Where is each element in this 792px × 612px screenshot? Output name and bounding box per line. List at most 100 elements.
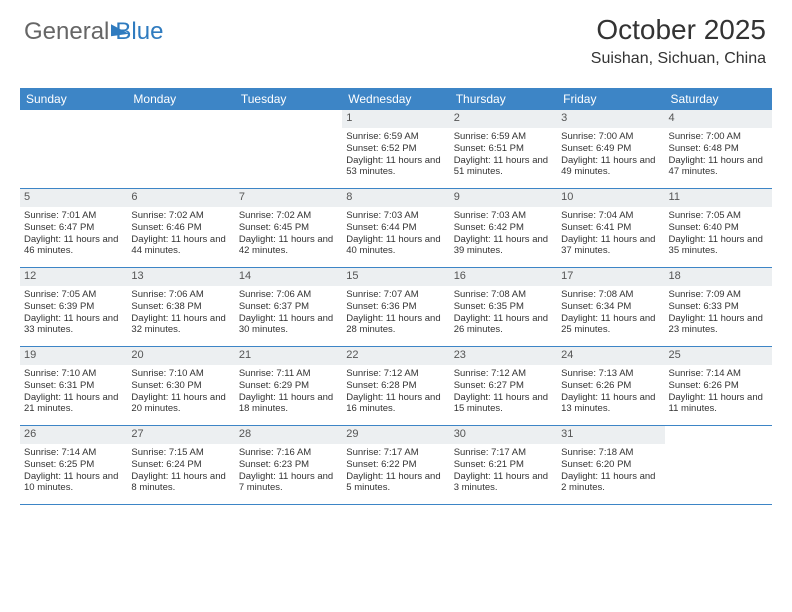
sunset-text: Sunset: 6:25 PM: [24, 459, 123, 471]
day-cell: 16Sunrise: 7:08 AMSunset: 6:35 PMDayligh…: [450, 268, 557, 346]
sunrise-text: Sunrise: 7:00 AM: [669, 131, 768, 143]
daylight-text: Daylight: 11 hours and 49 minutes.: [561, 155, 660, 179]
day-body: Sunrise: 7:05 AMSunset: 6:39 PMDaylight:…: [24, 289, 123, 337]
sunset-text: Sunset: 6:28 PM: [346, 380, 445, 392]
header: October 2025 Suishan, Sichuan, China: [591, 14, 766, 68]
daylight-text: Daylight: 11 hours and 47 minutes.: [669, 155, 768, 179]
sunset-text: Sunset: 6:51 PM: [454, 143, 553, 155]
sunset-text: Sunset: 6:47 PM: [24, 222, 123, 234]
day-number: 9: [450, 189, 557, 207]
sunrise-text: Sunrise: 7:08 AM: [561, 289, 660, 301]
sunset-text: Sunset: 6:46 PM: [131, 222, 230, 234]
sunrise-text: Sunrise: 7:10 AM: [131, 368, 230, 380]
day-number: 5: [20, 189, 127, 207]
sunset-text: Sunset: 6:36 PM: [346, 301, 445, 313]
sunset-text: Sunset: 6:35 PM: [454, 301, 553, 313]
sunrise-text: Sunrise: 7:01 AM: [24, 210, 123, 222]
day-number: 22: [342, 347, 449, 365]
sunrise-text: Sunrise: 7:08 AM: [454, 289, 553, 301]
daylight-text: Daylight: 11 hours and 33 minutes.: [24, 313, 123, 337]
sunrise-text: Sunrise: 7:10 AM: [24, 368, 123, 380]
sunset-text: Sunset: 6:30 PM: [131, 380, 230, 392]
sunrise-text: Sunrise: 7:00 AM: [561, 131, 660, 143]
daylight-text: Daylight: 11 hours and 10 minutes.: [24, 471, 123, 495]
day-cell: 5 Sunrise: 7:01 AMSunset: 6:47 PMDaylight…: [20, 189, 127, 267]
daylight-text: Daylight: 11 hours and 21 minutes.: [24, 392, 123, 416]
sunrise-text: Sunrise: 7:12 AM: [346, 368, 445, 380]
sunrise-text: Sunrise: 7:06 AM: [239, 289, 338, 301]
sunset-text: Sunset: 6:29 PM: [239, 380, 338, 392]
daylight-text: Daylight: 11 hours and 28 minutes.: [346, 313, 445, 337]
sunrise-text: Sunrise: 7:16 AM: [239, 447, 338, 459]
day-body: Sunrise: 6:59 AMSunset: 6:52 PMDaylight:…: [346, 131, 445, 179]
daylight-text: Daylight: 11 hours and 53 minutes.: [346, 155, 445, 179]
day-cell: [665, 426, 772, 504]
day-number: 15: [342, 268, 449, 286]
week-row: 26Sunrise: 7:14 AMSunset: 6:25 PMDayligh…: [20, 426, 772, 505]
day-cell: [235, 110, 342, 188]
daylight-text: Daylight: 11 hours and 5 minutes.: [346, 471, 445, 495]
sunset-text: Sunset: 6:39 PM: [24, 301, 123, 313]
day-body: Sunrise: 7:13 AMSunset: 6:26 PMDaylight:…: [561, 368, 660, 416]
day-cell: 6 Sunrise: 7:02 AMSunset: 6:46 PMDaylight…: [127, 189, 234, 267]
sunrise-text: Sunrise: 7:05 AM: [24, 289, 123, 301]
daylight-text: Daylight: 11 hours and 44 minutes.: [131, 234, 230, 258]
day-cell: 30Sunrise: 7:17 AMSunset: 6:21 PMDayligh…: [450, 426, 557, 504]
sunrise-text: Sunrise: 7:02 AM: [131, 210, 230, 222]
sunrise-text: Sunrise: 6:59 AM: [346, 131, 445, 143]
day-number: 19: [20, 347, 127, 365]
daylight-text: Daylight: 11 hours and 25 minutes.: [561, 313, 660, 337]
day-number: 24: [557, 347, 664, 365]
day-body: Sunrise: 7:08 AMSunset: 6:35 PMDaylight:…: [454, 289, 553, 337]
day-body: Sunrise: 7:08 AMSunset: 6:34 PMDaylight:…: [561, 289, 660, 337]
day-number: 4: [665, 110, 772, 128]
daylight-text: Daylight: 11 hours and 32 minutes.: [131, 313, 230, 337]
sunrise-text: Sunrise: 7:15 AM: [131, 447, 230, 459]
day-number: 26: [20, 426, 127, 444]
sunset-text: Sunset: 6:33 PM: [669, 301, 768, 313]
sunset-text: Sunset: 6:49 PM: [561, 143, 660, 155]
sunrise-text: Sunrise: 7:17 AM: [454, 447, 553, 459]
day-body: Sunrise: 7:17 AMSunset: 6:22 PMDaylight:…: [346, 447, 445, 495]
day-body: Sunrise: 7:00 AMSunset: 6:48 PMDaylight:…: [669, 131, 768, 179]
daylight-text: Daylight: 11 hours and 13 minutes.: [561, 392, 660, 416]
day-body: Sunrise: 7:03 AMSunset: 6:42 PMDaylight:…: [454, 210, 553, 258]
sunset-text: Sunset: 6:22 PM: [346, 459, 445, 471]
sunset-text: Sunset: 6:23 PM: [239, 459, 338, 471]
daylight-text: Daylight: 11 hours and 46 minutes.: [24, 234, 123, 258]
day-number: 7: [235, 189, 342, 207]
day-body: Sunrise: 7:18 AMSunset: 6:20 PMDaylight:…: [561, 447, 660, 495]
daylight-text: Daylight: 11 hours and 23 minutes.: [669, 313, 768, 337]
sunset-text: Sunset: 6:44 PM: [346, 222, 445, 234]
sunrise-text: Sunrise: 7:09 AM: [669, 289, 768, 301]
day-body: Sunrise: 7:00 AMSunset: 6:49 PMDaylight:…: [561, 131, 660, 179]
week-row: 19Sunrise: 7:10 AMSunset: 6:31 PMDayligh…: [20, 347, 772, 426]
day-cell: 11Sunrise: 7:05 AMSunset: 6:40 PMDayligh…: [665, 189, 772, 267]
day-cell: 24 Sunrise: 7:13 AMSunset: 6:26 PMDayligh…: [557, 347, 664, 425]
sunrise-text: Sunrise: 7:05 AM: [669, 210, 768, 222]
sunrise-text: Sunrise: 7:11 AM: [239, 368, 338, 380]
daylight-text: Daylight: 11 hours and 35 minutes.: [669, 234, 768, 258]
sunset-text: Sunset: 6:26 PM: [669, 380, 768, 392]
sunrise-text: Sunrise: 7:07 AM: [346, 289, 445, 301]
day-number: 11: [665, 189, 772, 207]
daylight-text: Daylight: 11 hours and 37 minutes.: [561, 234, 660, 258]
day-cell: 2Sunrise: 6:59 AMSunset: 6:51 PMDaylight…: [450, 110, 557, 188]
day-cell: 22 Sunrise: 7:12 AMSunset: 6:28 PMDayligh…: [342, 347, 449, 425]
day-body: Sunrise: 7:06 AMSunset: 6:38 PMDaylight:…: [131, 289, 230, 337]
day-header: Saturday: [665, 88, 772, 110]
daylight-text: Daylight: 11 hours and 20 minutes.: [131, 392, 230, 416]
sunset-text: Sunset: 6:38 PM: [131, 301, 230, 313]
sunset-text: Sunset: 6:48 PM: [669, 143, 768, 155]
day-body: Sunrise: 7:12 AMSunset: 6:28 PMDaylight:…: [346, 368, 445, 416]
day-number: 6: [127, 189, 234, 207]
day-number: 2: [450, 110, 557, 128]
sunset-text: Sunset: 6:41 PM: [561, 222, 660, 234]
day-cell: 28Sunrise: 7:16 AMSunset: 6:23 PMDayligh…: [235, 426, 342, 504]
day-cell: 12Sunrise: 7:05 AMSunset: 6:39 PMDayligh…: [20, 268, 127, 346]
day-cell: 9 Sunrise: 7:03 AMSunset: 6:42 PMDaylight…: [450, 189, 557, 267]
day-body: Sunrise: 7:15 AMSunset: 6:24 PMDaylight:…: [131, 447, 230, 495]
day-number: 28: [235, 426, 342, 444]
week-row: 12Sunrise: 7:05 AMSunset: 6:39 PMDayligh…: [20, 268, 772, 347]
daylight-text: Daylight: 11 hours and 15 minutes.: [454, 392, 553, 416]
